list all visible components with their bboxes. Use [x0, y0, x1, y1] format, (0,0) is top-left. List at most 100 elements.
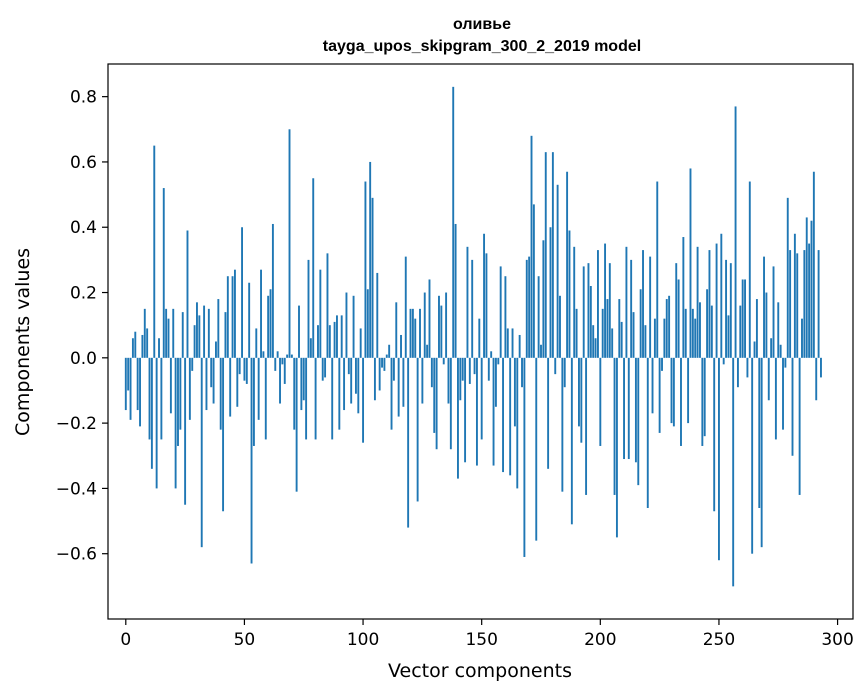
- bar: [687, 357, 690, 424]
- bar: [551, 152, 554, 358]
- bar: [722, 357, 725, 365]
- bar: [791, 357, 794, 456]
- x-tick-label: 300: [821, 630, 853, 650]
- bar: [490, 351, 493, 358]
- bar: [658, 357, 661, 433]
- bar: [594, 338, 597, 358]
- bar: [680, 357, 682, 446]
- bar: [172, 308, 175, 358]
- bar: [473, 357, 476, 375]
- bar: [162, 188, 165, 358]
- bar: [649, 256, 652, 358]
- bar: [378, 357, 381, 391]
- bar: [207, 308, 210, 358]
- bar: [670, 357, 673, 424]
- bar: [419, 308, 421, 358]
- bar: [411, 308, 414, 358]
- bar: [454, 223, 457, 358]
- bar: [535, 357, 538, 541]
- bar: [452, 86, 455, 358]
- bar: [475, 357, 478, 466]
- bar: [694, 318, 697, 358]
- bar: [691, 308, 694, 358]
- bar: [433, 357, 436, 433]
- bar: [338, 357, 341, 430]
- bar: [257, 357, 260, 420]
- bar: [345, 292, 348, 358]
- bar: [428, 279, 431, 358]
- bar: [613, 357, 616, 495]
- bar: [651, 357, 654, 414]
- bar: [421, 357, 424, 404]
- bar: [343, 357, 346, 411]
- bar: [718, 357, 720, 561]
- bar: [604, 243, 607, 358]
- bar: [497, 357, 500, 365]
- bar: [532, 204, 535, 358]
- bar: [767, 357, 770, 401]
- bar: [131, 338, 134, 358]
- y-tick-label: 0.6: [70, 153, 97, 173]
- bar: [606, 299, 609, 358]
- bar: [309, 338, 312, 358]
- bar: [198, 315, 201, 358]
- bar: [212, 357, 215, 404]
- bar: [793, 233, 796, 358]
- bar: [364, 181, 367, 358]
- bar: [217, 299, 220, 358]
- bar: [611, 328, 614, 358]
- chart-subtitle: tayga_upos_skipgram_300_2_2019 model: [323, 38, 641, 55]
- bar: [556, 184, 559, 358]
- bar: [357, 357, 360, 414]
- bar: [696, 246, 699, 358]
- bar: [466, 246, 469, 358]
- bar: [782, 357, 784, 430]
- bar: [812, 171, 815, 358]
- bar: [665, 299, 668, 358]
- bar: [642, 250, 644, 358]
- bar: [661, 357, 663, 371]
- bar: [644, 325, 647, 358]
- bar: [262, 351, 265, 358]
- bar: [269, 289, 272, 358]
- bar: [772, 266, 775, 358]
- bar: [777, 302, 780, 358]
- bar: [592, 325, 595, 358]
- bar: [148, 357, 151, 440]
- bar: [625, 246, 628, 358]
- bar: [146, 328, 149, 358]
- bar: [191, 357, 194, 371]
- bar: [758, 357, 761, 508]
- bar: [312, 178, 315, 358]
- bar: [416, 357, 419, 502]
- bar: [409, 308, 412, 358]
- bar: [205, 357, 208, 411]
- bar: [808, 243, 811, 358]
- bar: [523, 357, 526, 557]
- bar: [582, 266, 585, 358]
- bar: [245, 357, 248, 384]
- bar: [369, 161, 372, 358]
- bar: [326, 253, 329, 358]
- bar: [796, 253, 799, 358]
- bar: [186, 230, 189, 358]
- bar: [295, 357, 298, 492]
- bar: [222, 357, 225, 512]
- bar: [530, 135, 533, 358]
- bar: [321, 357, 324, 381]
- chart-title: оливье: [453, 16, 511, 33]
- bar: [288, 129, 291, 358]
- bar: [589, 286, 592, 358]
- bar: [184, 357, 187, 505]
- bar: [314, 357, 317, 440]
- bar: [653, 318, 656, 358]
- bar: [468, 357, 471, 384]
- bar: [632, 312, 635, 358]
- bar: [281, 357, 284, 365]
- bar: [224, 312, 227, 358]
- bar: [663, 318, 666, 358]
- bar: [174, 357, 177, 489]
- bar: [763, 256, 765, 358]
- bar: [578, 357, 580, 427]
- bar: [547, 357, 550, 469]
